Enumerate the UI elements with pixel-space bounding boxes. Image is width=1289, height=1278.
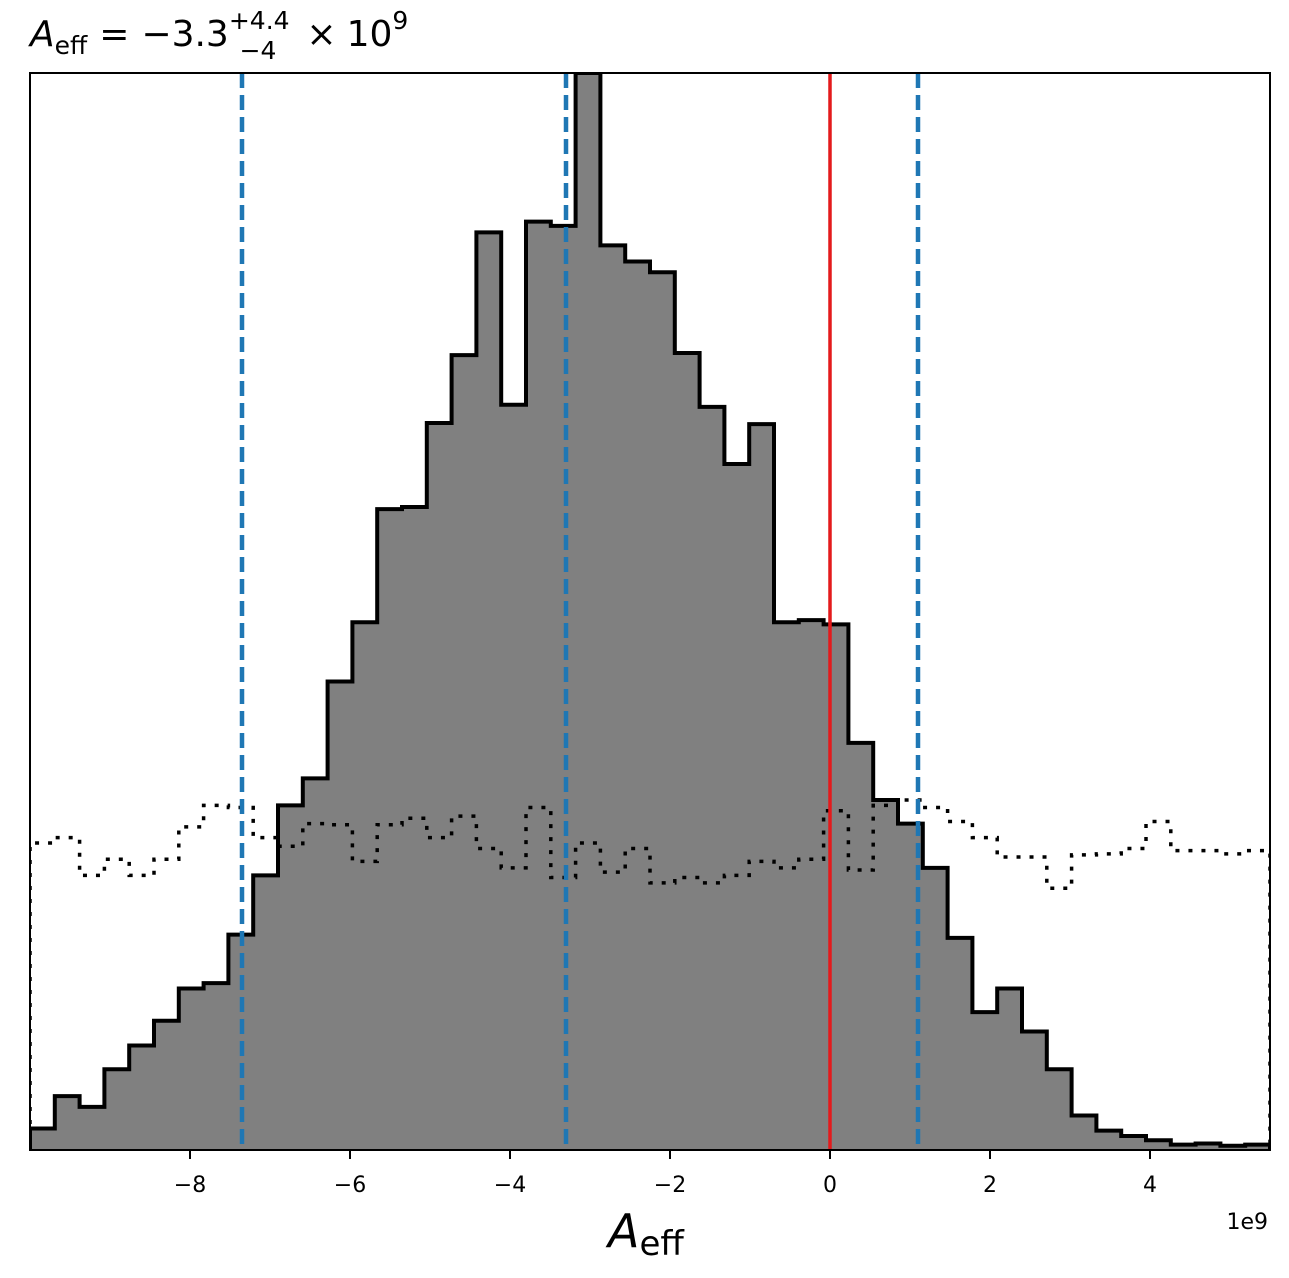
posterior-bar: [451, 355, 477, 1150]
prior-histogram-dotted: [30, 798, 1270, 1150]
x-tick-label: −8: [174, 1173, 206, 1198]
posterior-bar: [278, 805, 304, 1150]
posterior-bar: [1220, 1145, 1246, 1150]
posterior-bar: [873, 799, 899, 1150]
posterior-bar: [377, 509, 403, 1150]
posterior-bar: [154, 1020, 180, 1150]
posterior-bar: [848, 742, 874, 1150]
posterior-bar: [1146, 1140, 1172, 1150]
posterior-bar: [1121, 1135, 1147, 1150]
posterior-bar: [79, 1106, 105, 1150]
chart-title: Aeff = −3.3+4.4 −4 × 109: [28, 6, 408, 65]
title-times: ×: [306, 14, 336, 55]
posterior-bar: [178, 988, 205, 1150]
posterior-bar: [922, 867, 949, 1150]
posterior-histogram: [30, 73, 1270, 1150]
posterior-bar: [724, 463, 750, 1150]
title-base: 10: [347, 14, 393, 55]
posterior-bar: [798, 620, 825, 1150]
posterior-outline: [30, 73, 1270, 1150]
axes-frame: [29, 72, 1271, 1151]
posterior-bar: [1022, 1031, 1048, 1150]
posterior-bar: [600, 245, 626, 1150]
posterior-bar: [526, 221, 552, 1150]
x-axis-label: Aeff: [605, 1204, 685, 1264]
posterior-bar: [650, 272, 676, 1150]
posterior-bar: [426, 423, 453, 1150]
posterior-bar: [972, 1012, 998, 1150]
title-equals: =: [99, 14, 129, 55]
posterior-bar: [327, 681, 353, 1150]
plot-area: [30, 73, 1270, 1150]
title-upper-error: +4.4: [229, 6, 290, 35]
x-tick-label: 4: [1143, 1173, 1157, 1198]
title-subscript: eff: [55, 31, 88, 60]
posterior-bar: [1170, 1144, 1197, 1150]
posterior-bar: [30, 1128, 56, 1150]
posterior-bar: [749, 424, 775, 1150]
posterior-bar: [550, 225, 577, 1150]
xlabel-symbol: A: [605, 1204, 639, 1258]
posterior-bar: [1071, 1115, 1097, 1150]
posterior-bar: [1245, 1144, 1270, 1150]
posterior-bar: [129, 1045, 155, 1150]
title-median: −3.3: [141, 14, 228, 55]
title-lower-error: −4: [240, 36, 277, 65]
posterior-bar: [575, 73, 601, 1150]
xlabel-subscript: eff: [639, 1224, 685, 1264]
posterior-bar: [823, 624, 849, 1150]
posterior-bar: [253, 875, 279, 1150]
x-tick-label: −2: [654, 1173, 686, 1198]
posterior-bar: [402, 507, 428, 1150]
x-tick-label: −4: [494, 1173, 526, 1198]
posterior-bar: [947, 937, 973, 1150]
x-tick-label: −6: [334, 1173, 366, 1198]
posterior-bar: [997, 988, 1023, 1150]
posterior-bar: [625, 261, 651, 1150]
posterior-bar: [774, 622, 800, 1150]
posterior-bar: [302, 778, 329, 1150]
posterior-bar: [1195, 1143, 1221, 1150]
posterior-bar: [352, 622, 378, 1150]
posterior-bar: [501, 404, 527, 1150]
x-tick-label: 2: [983, 1173, 997, 1198]
title-symbol: A: [28, 14, 55, 55]
posterior-bar: [54, 1096, 81, 1150]
x-axis-ticks: −8 −6 −4 −2 0 2 4: [174, 1150, 1157, 1198]
vertical-lines: [239, 73, 921, 1150]
posterior-bar: [476, 232, 502, 1150]
x-offset-label: 1e9: [1226, 1210, 1268, 1235]
posterior-bar: [203, 983, 229, 1150]
x-tick-label: 0: [823, 1173, 837, 1198]
posterior-bar: [1046, 1069, 1073, 1150]
posterior-bar: [674, 353, 701, 1150]
posterior-bar: [699, 406, 725, 1150]
title-exponent: 9: [392, 6, 408, 35]
posterior-bar: [1096, 1130, 1122, 1150]
posterior-bar: [104, 1069, 130, 1150]
